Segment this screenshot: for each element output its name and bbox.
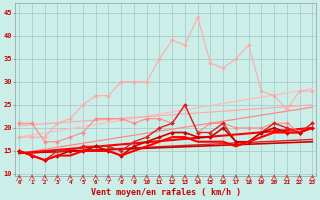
X-axis label: Vent moyen/en rafales ( km/h ): Vent moyen/en rafales ( km/h ) [91, 188, 241, 197]
